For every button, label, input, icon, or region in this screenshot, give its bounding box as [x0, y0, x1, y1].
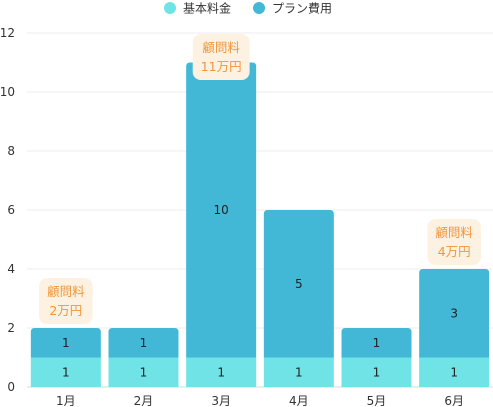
bar-segment-base-2: [108, 357, 179, 387]
annotation-text: 顧問料: [47, 284, 85, 299]
bar-segment-plan-2: [108, 328, 179, 358]
y-tick-label: 8: [7, 144, 15, 158]
bar-value-label: 5: [295, 277, 303, 291]
bar-value-label: 1: [450, 365, 458, 379]
legend-label: プラン費用: [272, 1, 332, 16]
bar-segment-base-3: [186, 357, 257, 387]
bar-value-label: 1: [217, 365, 225, 379]
bar-value-label: 3: [450, 306, 458, 320]
bars: 1 1 1 1 1 10 1 5 1 1 1 3: [30, 62, 490, 387]
y-tick-label: 10: [0, 85, 15, 99]
annotation-text: 2万円: [49, 303, 82, 318]
y-tick-label: 6: [7, 203, 15, 217]
x-tick-label: 4月: [289, 394, 309, 407]
bar-segment-base-6: [419, 357, 490, 387]
annotation-box: [192, 34, 250, 80]
bar-segment-base-1: [30, 357, 101, 387]
annotation-box: [39, 278, 93, 324]
bar-value-label: 1: [140, 336, 148, 350]
annotation-text: 4万円: [438, 244, 471, 259]
bar-value-label: 1: [295, 365, 303, 379]
legend: 基本料金 プラン費用: [164, 1, 332, 16]
legend-swatch: [253, 2, 266, 14]
legend-swatch: [164, 2, 176, 14]
annotation-text: 顧問料: [202, 40, 240, 55]
legend-label: 基本料金: [183, 1, 231, 16]
annotation-callout: 顧問料 4万円: [427, 219, 481, 265]
y-tick-label: 4: [7, 262, 15, 276]
x-tick-label: 3月: [211, 394, 231, 407]
y-tick-label: 2: [7, 321, 15, 335]
y-tick-label: 12: [0, 26, 15, 40]
gridlines: [27, 32, 493, 388]
bar-value-label: 10: [214, 203, 229, 217]
bar-value-label: 1: [62, 336, 70, 350]
annotation-text: 顧問料: [435, 225, 473, 240]
bar-segment-plan-4: [263, 210, 334, 358]
bar-segment-base-5: [341, 357, 412, 387]
x-tick-label: 2月: [134, 394, 154, 407]
x-tick-label: 1月: [56, 394, 76, 407]
bar-value-label: 1: [62, 365, 70, 379]
annotation-box: [427, 219, 481, 265]
x-tick-label: 6月: [444, 394, 464, 407]
annotation-callout: 顧問料 11万円: [192, 34, 250, 80]
annotation-callout: 顧問料 2万円: [39, 278, 93, 324]
annotation-text: 11万円: [201, 59, 242, 74]
bar-value-label: 1: [140, 365, 148, 379]
bar-segment-plan-1: [30, 328, 101, 358]
bar-segment-plan-3: [186, 62, 257, 358]
bar-segment-plan-6: [419, 269, 490, 358]
bar-value-label: 1: [373, 336, 381, 350]
y-axis-ticks: 0 2 4 6 8 10 12: [0, 26, 15, 394]
x-tick-label: 5月: [367, 394, 387, 407]
bar-segment-plan-5: [341, 328, 412, 358]
x-axis-ticks: 1月 2月 3月 4月 5月 6月: [56, 394, 464, 407]
bar-value-label: 1: [373, 365, 381, 379]
bar-segment-base-4: [263, 357, 334, 387]
y-tick-label: 0: [7, 380, 15, 394]
